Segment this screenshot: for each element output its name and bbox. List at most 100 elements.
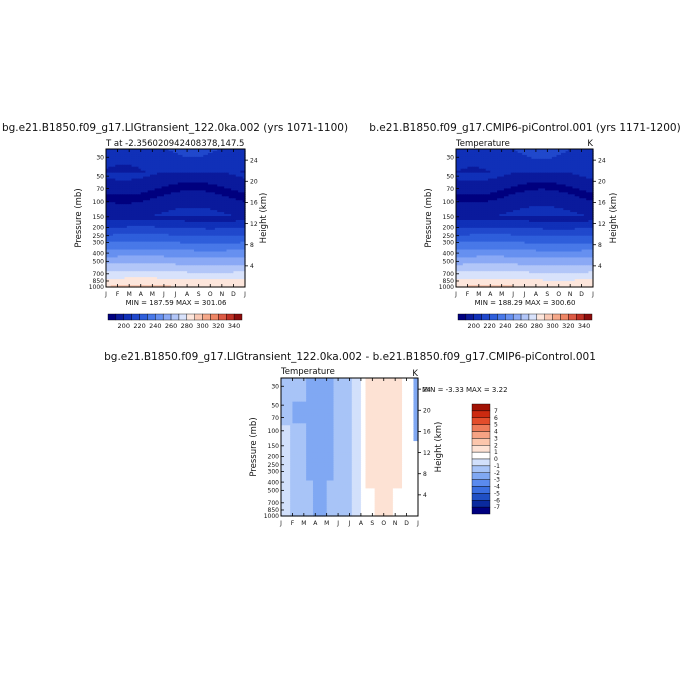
- contour-cell: [140, 204, 144, 207]
- colorbar-swatch: [202, 313, 211, 321]
- contour-cell: [124, 208, 128, 211]
- contour-cell: [140, 200, 144, 203]
- contour-cell: [238, 154, 241, 158]
- contour-cell: [235, 188, 239, 191]
- contour-cell: [126, 154, 130, 158]
- contour-cell: [203, 206, 207, 209]
- contour-cell: [221, 198, 225, 201]
- contour-cell: [108, 194, 112, 197]
- contour-cell: [191, 188, 195, 191]
- contour-cell: [170, 202, 174, 205]
- contour-cell: [126, 156, 130, 160]
- contour-cell: [177, 184, 181, 188]
- contour-cell: [110, 180, 114, 184]
- contour-cell: [147, 162, 151, 166]
- contour-cell: [175, 154, 179, 158]
- contour-cell: [122, 150, 126, 154]
- contour-cell: [196, 152, 200, 156]
- contour-cell: [110, 166, 114, 170]
- contour-cell: [207, 154, 211, 158]
- contour-cell: [131, 158, 135, 162]
- contour-cell: [119, 170, 123, 174]
- contour-cell: [205, 202, 209, 205]
- contour-cell: [231, 184, 235, 188]
- contour-cell: [159, 192, 163, 195]
- contour-cell: [110, 200, 114, 203]
- contour-cell: [129, 202, 133, 205]
- contour-cell: [233, 149, 237, 152]
- contour-cell: [112, 154, 116, 158]
- contour-cell: [198, 170, 202, 174]
- contour-cell: [112, 150, 116, 154]
- contour-cell: [240, 184, 244, 188]
- contour-cell: [173, 192, 177, 195]
- contour-cell: [163, 196, 167, 199]
- contour-cell: [219, 202, 223, 205]
- contour-cell: [240, 160, 244, 164]
- contour-cell: [242, 182, 246, 186]
- contour-cell: [124, 206, 128, 209]
- contour-cell: [159, 160, 163, 164]
- contour-cell: [106, 198, 109, 201]
- contour-cell: [138, 204, 142, 207]
- contour-cell: [163, 162, 167, 166]
- contour-cell: [145, 198, 149, 201]
- contour-cell: [115, 204, 119, 207]
- contour-cell: [115, 174, 119, 178]
- contour-cell: [166, 180, 170, 184]
- contour-cell: [196, 172, 200, 176]
- contour-cell: [196, 164, 200, 168]
- contour-cell: [210, 158, 214, 162]
- contour-cell: [152, 156, 156, 160]
- contour-cell: [168, 188, 172, 191]
- contour-cell: [205, 174, 209, 178]
- contour-cell: [163, 180, 167, 184]
- contour-cell: [187, 160, 190, 164]
- contour-cell: [224, 210, 228, 213]
- contour-cell: [212, 204, 216, 207]
- contour-cell: [219, 164, 223, 168]
- contour-cell: [189, 196, 193, 199]
- contour-cell: [182, 180, 186, 184]
- contour-cell: [168, 174, 172, 178]
- contour-cell: [224, 172, 228, 176]
- contour-cell: [119, 198, 123, 201]
- contour-cell: [196, 178, 200, 182]
- contour-cell: [233, 184, 237, 188]
- contour-cell: [240, 149, 244, 152]
- contour-cell: [198, 156, 202, 160]
- contour-cell: [180, 182, 184, 186]
- contour-cell: [126, 198, 130, 201]
- contour-cell: [207, 168, 211, 172]
- contour-cell: [212, 188, 216, 191]
- contour-cell: [110, 198, 114, 201]
- contour-cell: [173, 172, 177, 176]
- pressure-tick-label: 400: [93, 250, 105, 257]
- contour-cell: [226, 162, 230, 166]
- contour-cell: [106, 194, 109, 197]
- contour-cell: [152, 196, 156, 199]
- contour-cell: [110, 168, 114, 172]
- contour-cell: [221, 184, 225, 188]
- contour-cell: [175, 166, 179, 170]
- contour-cell: [242, 170, 246, 174]
- contour-cell: [119, 206, 123, 209]
- contour-cell: [154, 200, 158, 203]
- contour-cell: [145, 150, 149, 154]
- contour-cell: [177, 196, 181, 199]
- contour-cell: [189, 166, 193, 170]
- contour-cell: [210, 204, 214, 207]
- contour-cell: [106, 186, 109, 190]
- contour-cell: [145, 206, 149, 209]
- colorbar-tick-label: 260: [165, 322, 177, 330]
- contour-cell: [203, 158, 207, 162]
- colorbar-tick-label: 240: [149, 322, 161, 330]
- contour-cell: [198, 164, 202, 168]
- contour-cell: [214, 170, 218, 174]
- contour-cell: [198, 178, 202, 182]
- contour-cell: [147, 200, 151, 203]
- contour-cell: [124, 178, 128, 182]
- contour-cell: [159, 206, 163, 209]
- contour-cell: [240, 208, 244, 211]
- contour-cell: [219, 208, 223, 211]
